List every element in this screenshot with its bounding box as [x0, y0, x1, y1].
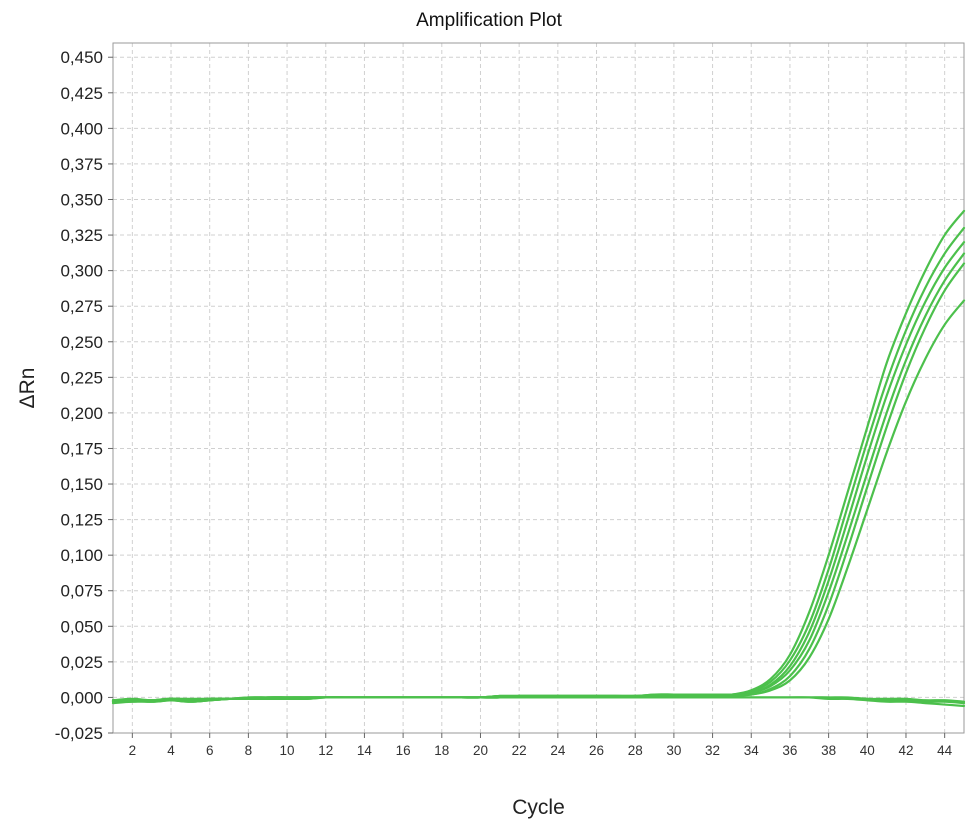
y-tick-label: 0,025 [60, 653, 103, 672]
y-tick-label: 0,225 [60, 368, 103, 387]
amplification-curve-6 [111, 299, 966, 703]
x-tick-label: 26 [589, 743, 604, 758]
x-tick-label: 4 [167, 743, 175, 758]
y-tick-label: 0,375 [60, 155, 103, 174]
x-tick-label: 36 [782, 743, 797, 758]
y-tick-label: 0,175 [60, 439, 103, 458]
amplification-curve-3 [111, 241, 966, 703]
x-tick-label: 14 [357, 743, 373, 758]
x-axis-label: Cycle [512, 796, 565, 819]
y-tick-label: 0,425 [60, 84, 103, 103]
y-tick-label: 0,100 [60, 546, 103, 565]
series-group [111, 209, 966, 708]
x-tick-label: 24 [550, 743, 566, 758]
x-tick-label: 30 [666, 743, 681, 758]
y-tick-label: 0,325 [60, 226, 103, 245]
x-axis: 2 4 6 8 10 12 14 16 18 20 22 24 26 28 30 32 34 36 38 40 42 44 [129, 733, 953, 758]
y-tick-label: 0,450 [60, 48, 103, 67]
x-tick-label: 20 [473, 743, 488, 758]
x-tick-label: 22 [512, 743, 527, 758]
grid [113, 43, 964, 734]
x-tick-label: 2 [129, 743, 137, 758]
y-tick-label: 0,275 [60, 297, 103, 316]
x-tick-label: 6 [206, 743, 214, 758]
y-tick-label: 0,150 [60, 475, 103, 494]
y-tick-label: 0,400 [60, 119, 103, 138]
x-tick-label: 16 [396, 743, 411, 758]
amplification-curve-2 [111, 226, 966, 702]
x-tick-label: 18 [434, 743, 449, 758]
plot-area [112, 42, 965, 734]
y-tick-label: 0,050 [60, 617, 103, 636]
y-axis: -0,025 0,000 0,025 0,050 0,075 0,100 0,125 0,15… [55, 48, 113, 743]
x-tick-label: 38 [821, 743, 836, 758]
y-tick-label: 0,125 [60, 511, 103, 530]
chart-title: Amplification Plot [416, 10, 562, 31]
y-tick-label: 0,200 [60, 404, 103, 423]
y-tick-label: 0,250 [60, 333, 103, 352]
x-tick-label: 44 [937, 743, 953, 758]
amplification-curve-9 [111, 696, 966, 703]
x-tick-label: 28 [628, 743, 643, 758]
x-tick-label: 32 [705, 743, 720, 758]
x-tick-label: 42 [898, 743, 913, 758]
amplification-curve-5 [111, 262, 966, 703]
y-tick-label: -0,025 [55, 724, 103, 743]
y-tick-label: 0,000 [60, 688, 103, 707]
y-tick-label: 0,300 [60, 262, 103, 281]
x-tick-label: 10 [280, 743, 295, 758]
x-tick-label: 40 [860, 743, 875, 758]
y-tick-label: 0,075 [60, 582, 103, 601]
x-tick-label: 34 [744, 743, 760, 758]
x-tick-label: 8 [245, 743, 253, 758]
amplification-curve-4 [111, 252, 966, 702]
x-tick-label: 12 [318, 743, 333, 758]
y-tick-label: 0,350 [60, 190, 103, 209]
y-axis-label: ΔRn [16, 368, 39, 409]
amplification-curve-1 [111, 209, 966, 703]
